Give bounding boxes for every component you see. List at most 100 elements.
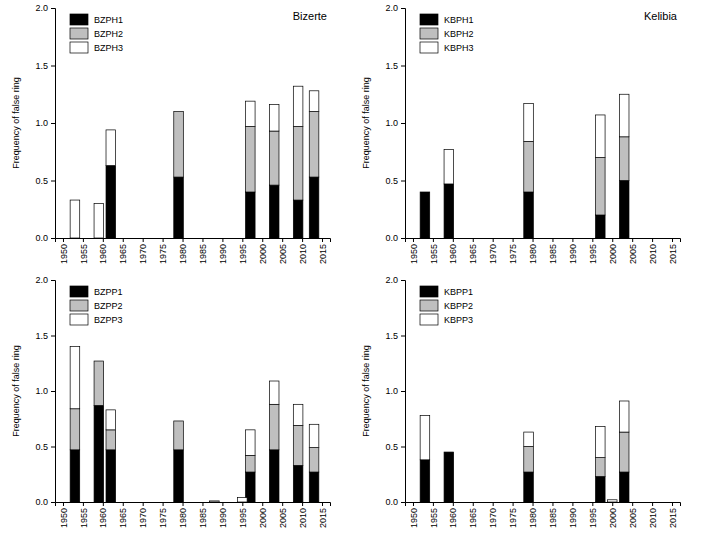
tick: 1975 xyxy=(158,502,168,528)
bar xyxy=(293,86,303,126)
bar xyxy=(596,158,606,216)
legend-swatch xyxy=(70,300,88,311)
axis-line xyxy=(406,503,681,507)
tick: 2010 xyxy=(298,502,308,528)
tick-mark xyxy=(672,502,673,506)
tick-mark xyxy=(103,238,104,242)
tick-label: 1960 xyxy=(98,244,108,264)
tick-mark xyxy=(222,238,223,242)
tick: 1995 xyxy=(588,238,598,264)
tick-label: 1985 xyxy=(548,244,558,264)
tick: 1970 xyxy=(138,502,148,528)
tick-mark xyxy=(401,391,405,392)
tick: 1980 xyxy=(528,502,538,528)
legend-swatch xyxy=(420,14,438,25)
tick: 1950 xyxy=(59,238,69,264)
tick: 2005 xyxy=(278,238,288,264)
tick-mark xyxy=(242,238,243,242)
bar xyxy=(174,112,184,178)
axis-title: Frequency of false ring xyxy=(11,345,21,437)
legend-label: KBPP1 xyxy=(444,287,473,297)
tick-label: 2015 xyxy=(668,508,678,528)
tick: 1970 xyxy=(138,238,148,264)
tick-label: 2015 xyxy=(668,244,678,264)
tick-mark xyxy=(262,502,263,506)
x-axis: 1950195519601965197019751980198519901995… xyxy=(56,502,331,528)
tick-label: 1990 xyxy=(568,244,578,264)
tick-mark xyxy=(533,238,534,242)
bar xyxy=(596,215,606,238)
bar xyxy=(238,498,248,502)
bar xyxy=(94,361,104,405)
bar xyxy=(246,126,256,192)
tick: 1.5 xyxy=(35,61,55,71)
tick: 1955 xyxy=(79,502,89,528)
tick-label: 1.5 xyxy=(385,331,398,341)
tick: 2010 xyxy=(648,502,658,528)
tick-mark xyxy=(413,502,414,506)
tick-mark xyxy=(51,181,55,182)
tick-label: 1975 xyxy=(158,244,168,264)
tick: 2.0 xyxy=(35,275,55,285)
bar xyxy=(246,192,256,238)
tick: 2010 xyxy=(648,238,658,264)
tick-label: 0.5 xyxy=(35,176,48,186)
panel: 0.00.51.01.52.01950195519601965197019751… xyxy=(11,3,331,264)
tick: 1975 xyxy=(508,502,518,528)
tick: 1985 xyxy=(198,502,208,528)
tick: 1960 xyxy=(448,238,458,264)
tick-mark xyxy=(282,238,283,242)
bar xyxy=(309,91,319,112)
tick-label: 1965 xyxy=(468,244,478,264)
legend-label: KBPP2 xyxy=(444,301,473,311)
bar xyxy=(524,447,534,473)
tick-label: 2000 xyxy=(258,508,268,528)
tick-mark xyxy=(282,502,283,506)
bar xyxy=(106,430,116,450)
legend-item: BZPH2 xyxy=(70,28,123,39)
tick-label: 1970 xyxy=(138,244,148,264)
tick: 1955 xyxy=(429,502,439,528)
tick-mark xyxy=(143,238,144,242)
axis-title: Frequency of false ring xyxy=(361,345,371,437)
tick-label: 1950 xyxy=(59,244,69,264)
tick-mark xyxy=(183,502,184,506)
tick-mark xyxy=(652,238,653,242)
legend-label: BZPH1 xyxy=(94,15,123,25)
legend-item: KBPH2 xyxy=(420,28,474,39)
bar xyxy=(619,181,629,239)
tick: 1990 xyxy=(568,238,578,264)
bar xyxy=(420,192,430,238)
tick-label: 1955 xyxy=(79,508,89,528)
tick-mark xyxy=(433,502,434,506)
bar xyxy=(293,465,303,502)
tick: 1960 xyxy=(98,502,108,528)
legend-label: KBPH1 xyxy=(444,15,474,25)
bar xyxy=(269,404,279,450)
tick: 0.0 xyxy=(35,233,55,243)
tick: 1990 xyxy=(218,238,228,264)
tick-mark xyxy=(533,502,534,506)
tick-label: 2.0 xyxy=(35,3,48,13)
tick-label: 2015 xyxy=(318,244,328,264)
axis-line xyxy=(56,239,331,243)
tick-label: 1950 xyxy=(59,508,69,528)
tick: 1985 xyxy=(198,238,208,264)
bar xyxy=(174,177,184,238)
tick: 1.0 xyxy=(385,386,405,396)
bar xyxy=(619,432,629,472)
tick-label: 2005 xyxy=(628,508,638,528)
tick: 2000 xyxy=(608,238,618,264)
tick-mark xyxy=(302,238,303,242)
tick-mark xyxy=(592,238,593,242)
tick-mark xyxy=(51,8,55,9)
tick: 0.0 xyxy=(35,497,55,507)
legend-label: BZPP2 xyxy=(94,301,123,311)
tick-label: 1995 xyxy=(588,244,598,264)
tick-label: 1960 xyxy=(448,244,458,264)
y-axis: 0.00.51.01.52.0 xyxy=(385,3,405,243)
tick: 1980 xyxy=(528,238,538,264)
legend-item: KBPP1 xyxy=(420,286,473,297)
bar xyxy=(174,450,184,502)
tick-label: 0.0 xyxy=(385,233,398,243)
